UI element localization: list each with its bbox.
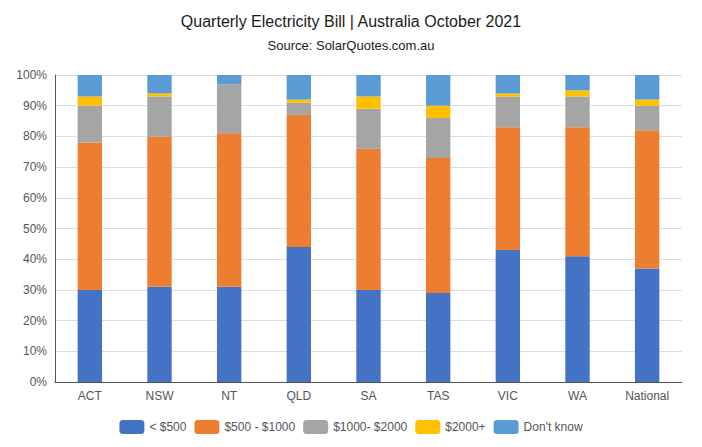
svg-text:TAS: TAS — [427, 389, 449, 403]
svg-text:QLD: QLD — [286, 389, 311, 403]
svg-text:National: National — [625, 389, 669, 403]
svg-text:Source: SolarQuotes.com.au: Source: SolarQuotes.com.au — [268, 38, 435, 53]
svg-text:Don't know: Don't know — [524, 420, 583, 434]
svg-text:$1000- $2000: $1000- $2000 — [333, 420, 407, 434]
svg-text:VIC: VIC — [498, 389, 518, 403]
svg-text:SA: SA — [360, 389, 376, 403]
svg-text:< $500: < $500 — [149, 420, 186, 434]
svg-text:90%: 90% — [23, 99, 47, 113]
svg-text:0%: 0% — [30, 375, 48, 389]
svg-text:40%: 40% — [23, 252, 47, 266]
svg-text:Quarterly Electricity Bill | A: Quarterly Electricity Bill | Australia O… — [181, 13, 521, 30]
svg-text:ACT: ACT — [78, 389, 103, 403]
svg-text:NSW: NSW — [146, 389, 175, 403]
svg-text:$500 - $1000: $500 - $1000 — [224, 420, 295, 434]
svg-text:60%: 60% — [23, 191, 47, 205]
svg-text:50%: 50% — [23, 222, 47, 236]
svg-text:70%: 70% — [23, 160, 47, 174]
svg-text:30%: 30% — [23, 283, 47, 297]
svg-text:20%: 20% — [23, 314, 47, 328]
svg-text:10%: 10% — [23, 344, 47, 358]
svg-text:WA: WA — [568, 389, 587, 403]
svg-text:80%: 80% — [23, 129, 47, 143]
svg-text:NT: NT — [221, 389, 238, 403]
svg-text:100%: 100% — [16, 68, 47, 82]
svg-text:$2000+: $2000+ — [445, 420, 485, 434]
